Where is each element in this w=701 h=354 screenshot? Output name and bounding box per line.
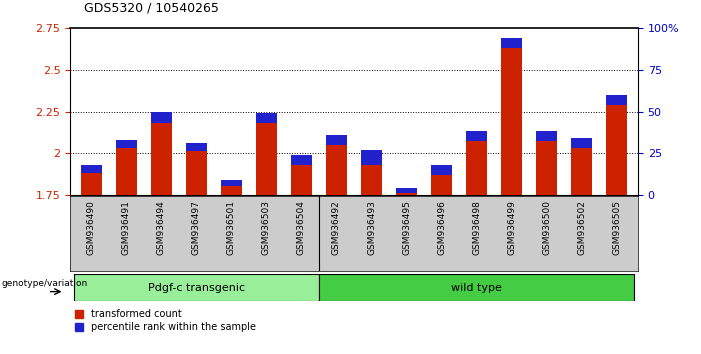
- Text: GSM936502: GSM936502: [578, 200, 586, 255]
- Bar: [571, 148, 592, 195]
- Text: GSM936505: GSM936505: [613, 200, 621, 255]
- Bar: [536, 131, 557, 142]
- Text: GSM936496: GSM936496: [437, 200, 446, 255]
- Text: GSM936491: GSM936491: [122, 200, 130, 255]
- Bar: [81, 173, 102, 195]
- Bar: [396, 188, 417, 193]
- Bar: [606, 105, 627, 195]
- Bar: [606, 95, 627, 105]
- Text: GSM936500: GSM936500: [543, 200, 551, 255]
- Text: GSM936490: GSM936490: [87, 200, 95, 255]
- Bar: [501, 38, 522, 48]
- Bar: [256, 123, 277, 195]
- Bar: [361, 165, 382, 195]
- Legend: transformed count, percentile rank within the sample: transformed count, percentile rank withi…: [75, 309, 256, 332]
- Bar: [116, 148, 137, 195]
- Text: GSM936492: GSM936492: [332, 200, 341, 255]
- Text: GSM936498: GSM936498: [472, 200, 481, 255]
- Text: wild type: wild type: [451, 282, 502, 293]
- Text: Pdgf-c transgenic: Pdgf-c transgenic: [148, 282, 245, 293]
- Bar: [466, 142, 487, 195]
- Text: GSM936495: GSM936495: [402, 200, 411, 255]
- Bar: [536, 142, 557, 195]
- Bar: [186, 143, 207, 152]
- Bar: [116, 140, 137, 148]
- Bar: [326, 145, 347, 195]
- Bar: [151, 112, 172, 123]
- Bar: [221, 180, 242, 186]
- Text: GSM936499: GSM936499: [508, 200, 516, 255]
- Bar: [431, 175, 452, 195]
- Bar: [501, 48, 522, 195]
- Text: GSM936494: GSM936494: [157, 200, 165, 255]
- Text: genotype/variation: genotype/variation: [1, 279, 88, 288]
- Bar: [396, 193, 417, 195]
- Text: GDS5320 / 10540265: GDS5320 / 10540265: [84, 1, 219, 14]
- Text: GSM936493: GSM936493: [367, 200, 376, 255]
- Bar: [326, 135, 347, 145]
- Bar: [81, 165, 102, 173]
- Bar: [431, 165, 452, 175]
- Bar: [291, 165, 312, 195]
- Text: GSM936501: GSM936501: [227, 200, 236, 255]
- Bar: [466, 131, 487, 142]
- Text: GSM936504: GSM936504: [297, 200, 306, 255]
- Text: GSM936497: GSM936497: [192, 200, 200, 255]
- Bar: [361, 150, 382, 165]
- Bar: [186, 152, 207, 195]
- Bar: [151, 123, 172, 195]
- Bar: [74, 274, 319, 301]
- Bar: [291, 155, 312, 165]
- Bar: [571, 138, 592, 148]
- Bar: [319, 274, 634, 301]
- Text: GSM936503: GSM936503: [262, 200, 271, 255]
- Bar: [256, 113, 277, 123]
- Bar: [221, 186, 242, 195]
